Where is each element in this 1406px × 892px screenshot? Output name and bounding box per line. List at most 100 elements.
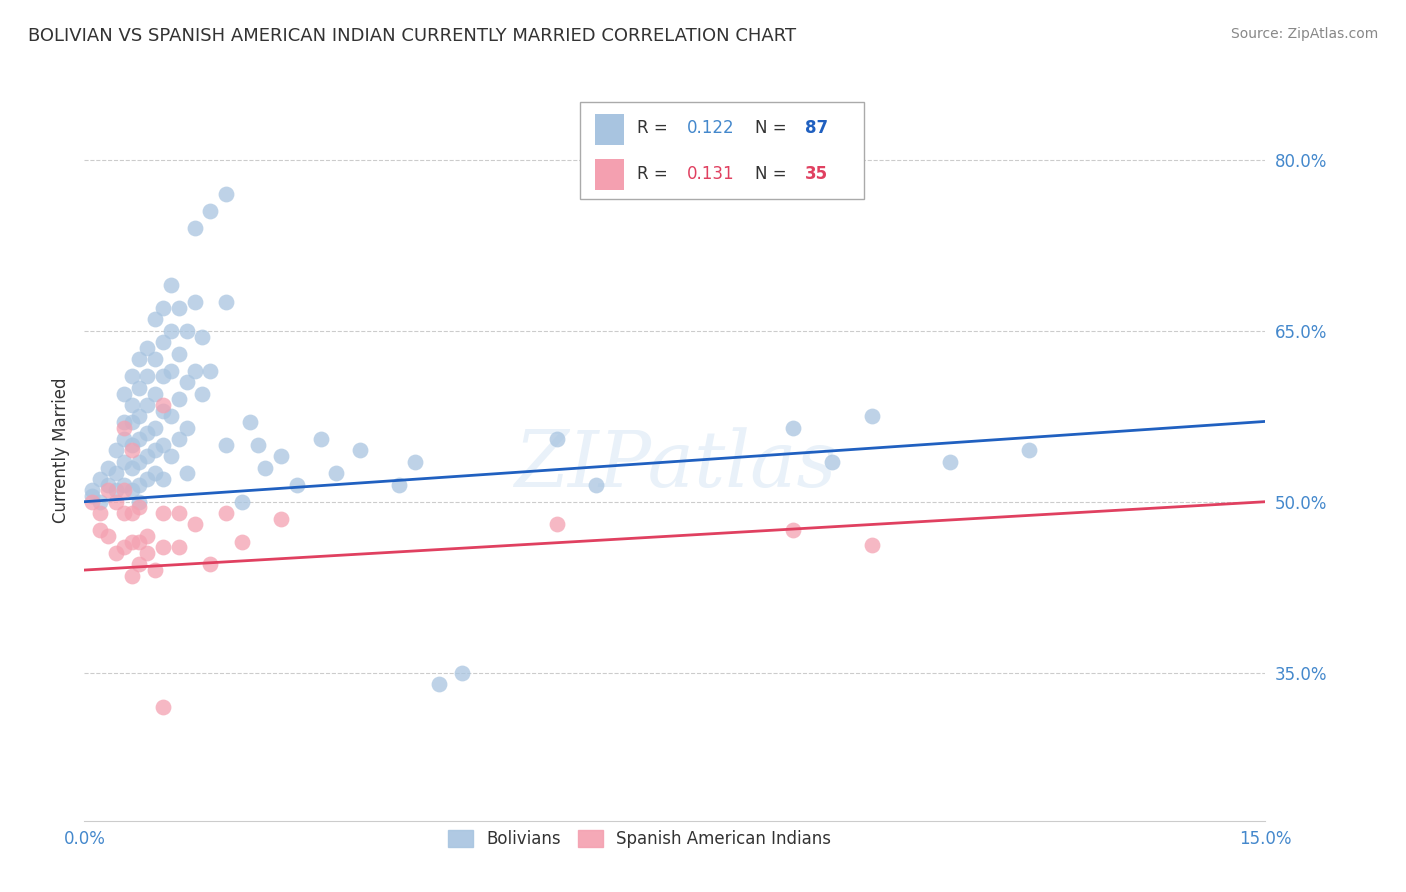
Point	[231, 494, 253, 508]
Point	[585, 477, 607, 491]
Y-axis label: Currently Married: Currently Married	[52, 377, 70, 524]
Point	[136, 472, 159, 486]
Point	[128, 477, 150, 491]
Point	[427, 677, 450, 691]
Point	[546, 432, 568, 446]
Point	[136, 398, 159, 412]
Point	[152, 506, 174, 520]
Point	[325, 467, 347, 481]
Point	[246, 438, 269, 452]
Point	[112, 415, 135, 429]
Point	[215, 506, 238, 520]
Point	[128, 494, 150, 508]
Point	[82, 483, 104, 498]
Point	[136, 449, 159, 463]
Point	[167, 392, 190, 407]
Point	[152, 369, 174, 384]
Point	[121, 415, 143, 429]
Point	[183, 221, 205, 235]
Point	[160, 409, 183, 424]
Point	[97, 529, 120, 543]
Point	[183, 364, 205, 378]
Text: N =: N =	[755, 120, 792, 137]
Point	[239, 415, 262, 429]
Point	[152, 403, 174, 417]
Point	[89, 506, 111, 520]
Point	[128, 381, 150, 395]
Point	[167, 301, 190, 315]
Point	[191, 329, 214, 343]
Point	[143, 420, 166, 434]
Point	[104, 443, 127, 458]
Point	[388, 477, 411, 491]
Text: BOLIVIAN VS SPANISH AMERICAN INDIAN CURRENTLY MARRIED CORRELATION CHART: BOLIVIAN VS SPANISH AMERICAN INDIAN CURR…	[28, 27, 796, 45]
Point	[136, 529, 159, 543]
Point	[82, 494, 104, 508]
Point	[183, 295, 205, 310]
FancyBboxPatch shape	[581, 103, 863, 199]
Point	[167, 506, 190, 520]
Point	[176, 467, 198, 481]
Point	[167, 432, 190, 446]
Point	[143, 467, 166, 481]
Point	[860, 538, 883, 552]
Text: ZIPatlas: ZIPatlas	[513, 427, 837, 503]
Text: 0.122: 0.122	[686, 120, 734, 137]
Point	[104, 494, 127, 508]
Point	[82, 489, 104, 503]
Text: 0.131: 0.131	[686, 165, 734, 183]
Point	[183, 517, 205, 532]
Point	[128, 409, 150, 424]
Point	[285, 477, 308, 491]
Point	[152, 472, 174, 486]
Point	[1018, 443, 1040, 458]
Point	[104, 546, 127, 560]
Point	[152, 438, 174, 452]
Point	[254, 460, 277, 475]
Point	[167, 541, 190, 555]
Point	[176, 324, 198, 338]
Point	[939, 455, 962, 469]
Text: N =: N =	[755, 165, 792, 183]
Point	[97, 483, 120, 498]
Point	[121, 534, 143, 549]
Point	[176, 375, 198, 389]
Point	[128, 558, 150, 572]
Point	[152, 398, 174, 412]
Point	[160, 278, 183, 293]
Point	[128, 500, 150, 515]
Point	[152, 699, 174, 714]
Text: Source: ZipAtlas.com: Source: ZipAtlas.com	[1230, 27, 1378, 41]
Point	[112, 483, 135, 498]
Point	[143, 312, 166, 326]
Point	[191, 386, 214, 401]
Point	[546, 517, 568, 532]
Point	[136, 341, 159, 355]
Point	[128, 534, 150, 549]
Point	[121, 443, 143, 458]
Point	[231, 534, 253, 549]
Point	[404, 455, 426, 469]
Point	[136, 546, 159, 560]
Text: R =: R =	[637, 165, 673, 183]
Text: 87: 87	[804, 120, 828, 137]
Point	[112, 477, 135, 491]
Point	[152, 541, 174, 555]
Point	[121, 506, 143, 520]
Point	[270, 512, 292, 526]
Point	[215, 187, 238, 202]
Point	[160, 324, 183, 338]
Point	[143, 563, 166, 577]
Point	[270, 449, 292, 463]
Point	[200, 204, 222, 219]
Point	[89, 523, 111, 537]
Point	[160, 364, 183, 378]
Point	[112, 386, 135, 401]
Point	[112, 432, 135, 446]
Legend: Bolivians, Spanish American Indians: Bolivians, Spanish American Indians	[440, 822, 839, 856]
Point	[104, 483, 127, 498]
FancyBboxPatch shape	[595, 159, 624, 190]
Point	[136, 369, 159, 384]
Point	[97, 477, 120, 491]
Text: 35: 35	[804, 165, 828, 183]
